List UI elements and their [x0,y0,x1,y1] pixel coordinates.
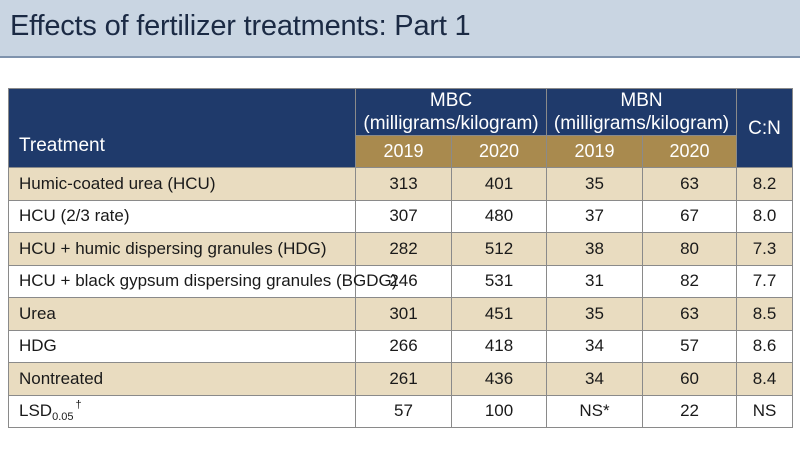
cell-mbc-2019: 301 [355,297,452,331]
cell-mbc-2019: 57 [355,394,452,428]
cell-cn: 7.3 [736,232,794,266]
lsd-superscript: † [75,399,82,412]
cell-mbn-2019: 34 [546,329,644,363]
table-row: HCU + humic dispersing granules (HDG) 28… [8,232,794,266]
header-mbn-line2: (milligrams/kilogram) [553,113,730,134]
cell-cn: 7.7 [736,264,794,298]
cell-mbc-2020: 480 [450,199,548,233]
table-row: Nontreated 261 436 34 60 8.4 [8,362,794,396]
header-mbc-2020: 2020 [450,135,548,168]
cell-treatment: HCU (2/3 rate) [8,199,356,233]
cell-mbc-2019: 313 [355,167,452,201]
cell-mbn-2019: 31 [546,264,644,298]
cell-mbc-2019: 266 [355,329,452,363]
cell-cn: 8.5 [736,297,794,331]
cell-treatment: HCU + humic dispersing granules (HDG) [8,232,356,266]
cell-mbn-2019: 34 [546,362,644,396]
header-treatment: Treatment [8,88,356,168]
table-row: HCU + black gypsum dispersing granules (… [8,264,794,298]
lsd-label: LSD [19,401,53,421]
cell-mbc-2019: 246 [355,264,452,298]
header-row-years: 2019 2020 2019 2020 [9,135,793,168]
page-title: Effects of fertilizer treatments: Part 1 [10,10,471,42]
cell-mbn-2020: 57 [642,329,738,363]
cell-treatment: Urea [8,297,356,331]
header-row-groups: Treatment MBC (milligrams/kilogram) MBN … [8,88,794,168]
cell-cn: 8.2 [736,167,794,201]
header-mbc: MBC (milligrams/kilogram) [354,88,548,136]
cell-mbn-2020: 22 [642,394,738,428]
table-row: HDG 266 418 34 57 8.6 [8,329,794,363]
cell-cn: 8.6 [736,329,794,363]
header-mbc-line1: MBC [429,90,473,111]
cell-mbn-2019: 37 [546,199,644,233]
cell-cn: NS [736,394,794,428]
cell-treatment: HCU + black gypsum dispersing granules (… [8,264,397,298]
cell-lsd-label: LSD0.05† [8,394,356,428]
cell-treatment: HDG [8,329,356,363]
cell-mbn-2020: 80 [642,232,738,266]
header-mbn-line1: MBN [620,90,663,111]
cell-cn: 8.4 [736,362,794,396]
cell-mbc-2019: 261 [355,362,452,396]
fertilizer-effects-table: Treatment MBC (milligrams/kilogram) MBN … [8,88,794,428]
header-mbc-line2: (milligrams/kilogram) [363,113,539,134]
cell-mbc-2020: 401 [450,167,548,201]
table-row: HCU (2/3 rate) 307 480 37 67 8.0 [8,199,794,233]
cell-mbn-2020: 60 [642,362,738,396]
cell-treatment: Humic-coated urea (HCU) [8,167,356,201]
table-row: Urea 301 451 35 63 8.5 [8,297,794,331]
cell-mbn-2019: 35 [546,297,644,331]
cell-mbc-2020: 512 [450,232,548,266]
header-cn: C:N [736,88,794,168]
cell-mbc-2020: 100 [450,394,548,428]
cell-cn: 8.0 [736,199,794,233]
cell-mbn-2019: NS* [546,394,644,428]
table-row: Humic-coated urea (HCU) 313 401 35 63 8.… [8,167,794,201]
lsd-row: LSD0.05† 57 100 NS* 22 NS [8,394,794,428]
header-mbn-2019: 2019 [546,135,644,168]
header-mbc-2019: 2019 [355,135,452,168]
cell-mbc-2020: 451 [450,297,548,331]
cell-mbc-2020: 436 [450,362,548,396]
cell-mbn-2020: 63 [642,297,738,331]
cell-treatment: Nontreated [8,362,356,396]
cell-mbc-2019: 282 [355,232,452,266]
cell-mbc-2020: 531 [450,264,548,298]
cell-mbn-2020: 82 [642,264,738,298]
cell-mbc-2019: 307 [355,199,452,233]
cell-mbc-2020: 418 [450,329,548,363]
cell-mbn-2020: 63 [642,167,738,201]
header-mbn-2020: 2020 [642,135,738,168]
lsd-subscript: 0.05 [52,411,74,424]
cell-mbn-2020: 67 [642,199,738,233]
header-mbn: MBN (milligrams/kilogram) [546,88,738,136]
cell-mbn-2019: 38 [546,232,644,266]
title-bar: Effects of fertilizer treatments: Part 1 [0,0,800,58]
cell-mbn-2019: 35 [546,167,644,201]
